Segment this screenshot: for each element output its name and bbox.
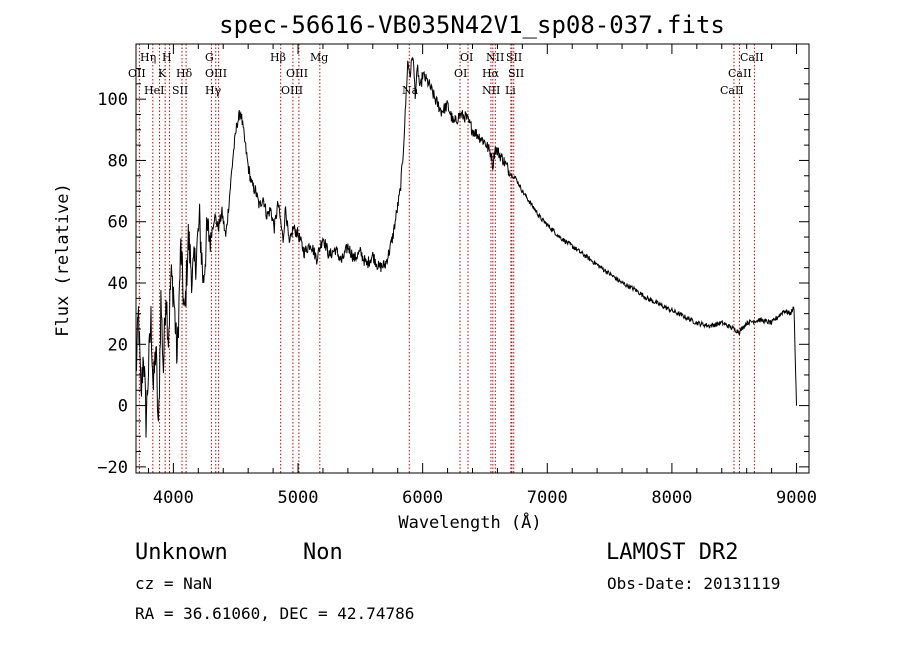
x-tick-label: 7000 — [527, 488, 568, 508]
x-tick-label: 9000 — [776, 488, 817, 508]
spectral-line-label: CaII — [740, 51, 764, 64]
x-tick-label: 8000 — [651, 488, 692, 508]
spectral-line-label: CaII — [720, 84, 744, 97]
x-tick-label: 5000 — [278, 488, 319, 508]
spectral-line-label: HeI — [144, 84, 164, 97]
spectral-line-label: H — [162, 51, 172, 64]
object-subclass: Non — [303, 540, 343, 565]
x-axis-label: Wavelength (Å) — [398, 511, 541, 533]
spectral-line-label: OIII — [205, 67, 227, 80]
spectral-line-label: SII — [508, 67, 524, 80]
spectral-line-label: OI — [454, 67, 467, 80]
spectral-line-label: SII — [506, 51, 522, 64]
plot-frame — [135, 43, 810, 474]
spectral-line-markers — [138, 44, 755, 473]
x-tick-label: 4000 — [153, 488, 194, 508]
spectral-line-label: Li — [505, 84, 516, 97]
y-tick-label: 60 — [108, 213, 128, 233]
spectral-line-label: OIII — [286, 67, 308, 80]
spectral-line-label: Hγ — [205, 84, 222, 97]
y-axis: −20 0 20 40 60 80 100 — [97, 68, 809, 478]
y-tick-label: 100 — [97, 90, 128, 110]
y-tick-label: −20 — [97, 458, 128, 478]
spectral-line-label: NII — [482, 84, 500, 97]
y-tick-label: 0 — [118, 397, 128, 417]
spectral-line-label: K — [158, 67, 167, 80]
y-tick-label: 80 — [108, 151, 128, 171]
spectral-line-label: NII — [486, 51, 504, 64]
spectrum-series-line — [135, 56, 797, 438]
spectral-line-label: OIII — [281, 84, 303, 97]
spectral-line-label: Hβ — [270, 51, 286, 64]
spectral-line-label: OI — [460, 51, 473, 64]
chart-title: spec-56616-VB035N42V1_sp08-037.fits — [219, 11, 725, 39]
observation-date: Obs-Date: 20131119 — [607, 574, 780, 593]
spectral-line-label: SII — [172, 84, 188, 97]
spectral-line-label: Hα — [482, 67, 500, 80]
spectral-line-label: Hδ — [176, 67, 193, 80]
y-axis-label: Flux (relative) — [53, 183, 73, 337]
survey-name: LAMOST DR2 — [606, 540, 738, 565]
spectral-line-label: Mg — [310, 51, 328, 64]
spectral-line-label: Hη — [140, 51, 156, 64]
y-tick-label: 40 — [108, 274, 128, 294]
object-class: Unknown — [135, 540, 228, 565]
x-tick-label: 6000 — [402, 488, 443, 508]
coordinates: RA = 36.61060, DEC = 42.74786 — [135, 604, 414, 623]
redshift-value: cz = NaN — [135, 574, 212, 593]
spectral-line-label: CaII — [728, 67, 752, 80]
spectral-line-label: G — [205, 51, 214, 64]
x-axis: 4000 5000 6000 7000 8000 9000 — [147, 44, 817, 508]
y-tick-label: 20 — [108, 335, 128, 355]
spectral-line-label: OII — [128, 67, 146, 80]
